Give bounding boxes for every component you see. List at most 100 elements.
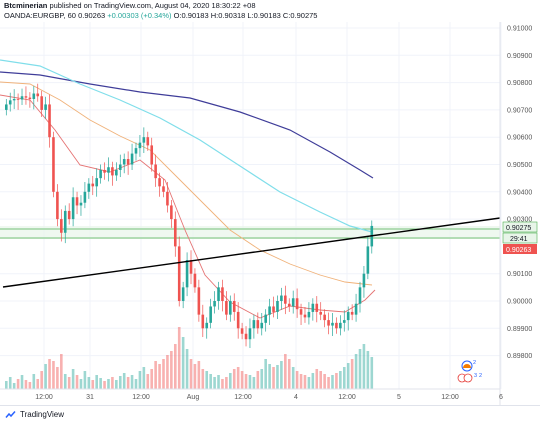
price-axis[interactable]: 0.91000 0.90900 0.90800 0.90700 0.90600 0.905… xyxy=(507,26,532,361)
volume-bar xyxy=(142,367,146,389)
price-tag-countdown: 29:41 xyxy=(502,232,538,244)
volume-bar xyxy=(162,359,165,389)
indicator-icons[interactable]: 2 3 2 xyxy=(457,360,482,383)
volume-bar xyxy=(87,377,91,389)
volume-bar xyxy=(115,380,118,389)
candle-body xyxy=(354,303,358,315)
price-label: 0.90300 xyxy=(507,217,532,224)
candle-body xyxy=(276,301,279,312)
candle-body xyxy=(52,137,55,192)
candle-body xyxy=(299,309,303,315)
volume-bar xyxy=(315,369,319,389)
time-axis[interactable]: 12:00 31 12:00 Aug 12:00 4 12:00 5 12:00 6 xyxy=(35,394,503,401)
candle-body xyxy=(358,287,362,304)
candle-body xyxy=(166,191,169,206)
candle-body xyxy=(287,303,291,307)
trendline[interactable] xyxy=(2,217,501,288)
price-change: +0.00303 (+0.34%) xyxy=(107,11,172,20)
price-tag-current-text: 0.90275 xyxy=(506,225,531,232)
symbol-name[interactable]: OANDA:EURGBP, 60 xyxy=(4,11,76,20)
candle-body xyxy=(126,159,130,165)
earnings-icon-fill xyxy=(463,364,471,368)
candle-body xyxy=(307,311,311,318)
volume-bar xyxy=(295,371,299,389)
volume-bar xyxy=(95,375,98,389)
volume-bar xyxy=(134,379,138,389)
volume-bar xyxy=(335,373,338,389)
candle-body xyxy=(48,104,51,138)
candle-body xyxy=(60,219,63,233)
price-tag-current: 0.90275 xyxy=(502,221,538,233)
price-chart[interactable]: 0.91000 0.90900 0.90800 0.90700 0.90600 0.905… xyxy=(0,0,540,405)
candle-body xyxy=(134,148,138,154)
volume-bar xyxy=(217,375,220,389)
volume-bar xyxy=(146,374,150,389)
ma-mid-line xyxy=(0,59,373,233)
candle-body xyxy=(28,97,32,99)
volume-bar xyxy=(91,380,95,389)
candle-body xyxy=(319,311,322,315)
candle-body xyxy=(272,306,275,312)
candle-body xyxy=(138,142,142,149)
candle-body xyxy=(36,93,40,97)
time-label: 5 xyxy=(397,394,401,401)
candle-body xyxy=(56,191,59,220)
volume-bar xyxy=(280,361,283,389)
candle-body xyxy=(170,205,173,220)
author-name[interactable]: Btcminerian xyxy=(4,1,48,10)
ohlc-values: O:0.90183 H:0.90318 L:0.90183 C:0.90275 xyxy=(173,11,318,20)
volume-bar xyxy=(260,369,264,389)
volume-bar xyxy=(48,359,51,389)
candle-body xyxy=(79,202,83,206)
volume-bar xyxy=(130,375,134,389)
volume-bar xyxy=(350,359,354,389)
candle-body xyxy=(303,314,307,318)
candle-body xyxy=(197,287,201,315)
footer: TradingView xyxy=(0,405,540,424)
volume-bar xyxy=(36,379,40,389)
volume-bar xyxy=(244,374,248,389)
candle-body xyxy=(284,295,287,304)
candle-body xyxy=(209,306,212,323)
price-label: 0.89900 xyxy=(507,326,532,333)
candle-body xyxy=(260,322,264,329)
volume-bar xyxy=(126,377,130,389)
candle-body xyxy=(32,93,36,99)
price-label: 0.90400 xyxy=(507,189,532,196)
volume-bar xyxy=(12,383,16,389)
candle-body xyxy=(232,301,236,312)
candle-body xyxy=(366,246,370,274)
candle-body xyxy=(67,210,71,220)
candle-body xyxy=(213,301,216,307)
tradingview-label: TradingView xyxy=(20,410,65,419)
chart-header: Btcminerian published on TradingView.com… xyxy=(0,0,540,22)
candle-body xyxy=(248,328,252,340)
time-label: 4 xyxy=(294,394,298,401)
candle-body xyxy=(130,153,134,165)
candle-body xyxy=(154,164,157,179)
candle-body xyxy=(177,246,181,301)
moving-averages xyxy=(0,59,376,319)
candle-body xyxy=(335,322,338,329)
volume-bar xyxy=(232,369,236,389)
volume-bar xyxy=(67,377,71,389)
candle-body xyxy=(201,314,205,329)
volume-bar xyxy=(166,355,169,389)
price-label: 0.90600 xyxy=(507,135,532,142)
price-label: 0.90800 xyxy=(507,80,532,87)
volume-bar xyxy=(56,367,59,389)
volume-bar xyxy=(75,375,79,389)
candle-body xyxy=(118,164,122,170)
volume-bar xyxy=(264,359,267,389)
volume-bar xyxy=(32,374,36,389)
tradingview-brand[interactable]: TradingView xyxy=(5,410,64,419)
volume-bar xyxy=(354,354,358,389)
volume-bar xyxy=(362,344,366,389)
volume-bar xyxy=(311,373,315,389)
volume-bar xyxy=(181,337,185,389)
volume-bar xyxy=(201,369,205,389)
ma-long-line xyxy=(0,71,374,179)
price-label: 0.90500 xyxy=(507,162,532,169)
volume-bar xyxy=(197,361,201,389)
volume-bar xyxy=(138,371,142,389)
